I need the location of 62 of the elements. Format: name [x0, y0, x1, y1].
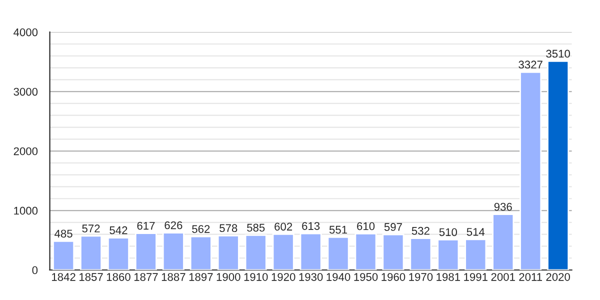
data-label: 562: [192, 225, 210, 233]
y-tick-label: 1000: [14, 206, 38, 215]
data-label: 3510: [546, 50, 570, 58]
bar: [80, 235, 102, 270]
bar: [162, 232, 184, 270]
bar: [107, 237, 130, 270]
bar: [52, 240, 75, 270]
bar: [190, 236, 212, 270]
x-tick-label: 1877: [134, 273, 158, 281]
x-tick-label: 1920: [272, 273, 296, 281]
x-tick-label: 1842: [52, 273, 76, 281]
data-label: 585: [247, 224, 265, 232]
y-tick-label: 4000: [14, 28, 38, 36]
x-tick-label: 1900: [216, 273, 240, 281]
data-label: 613: [302, 222, 320, 230]
data-label: 514: [466, 228, 485, 236]
x-tick-label: 1887: [162, 273, 186, 281]
x-tick-label: 1960: [382, 273, 406, 281]
y-tick-label: 2000: [14, 147, 38, 156]
data-label: 485: [54, 230, 72, 238]
x-tick-label: 2020: [546, 273, 570, 281]
data-label: 551: [329, 226, 347, 234]
bar: [382, 234, 404, 270]
bar: [437, 238, 460, 270]
x-tick-label: 1981: [436, 273, 460, 281]
bar: [410, 238, 432, 270]
bar: [520, 71, 542, 270]
x-tick-label: 1940: [326, 273, 350, 281]
data-label: 3327: [518, 60, 542, 69]
data-label: 597: [384, 223, 402, 231]
data-label: 532: [412, 226, 430, 235]
bar: [244, 234, 267, 270]
data-label: 572: [82, 224, 100, 232]
x-tick-label: 1950: [354, 273, 378, 281]
bar: [354, 233, 377, 270]
data-label: 602: [274, 222, 292, 231]
y-tick-label: 3000: [14, 88, 38, 96]
bar: [327, 236, 350, 270]
data-label: 936: [494, 202, 512, 211]
x-tick-label: 1991: [464, 273, 488, 281]
x-tick-label: 2011: [519, 273, 542, 281]
data-label: 617: [137, 222, 155, 230]
bar: [492, 214, 514, 270]
x-tick-label: 1860: [106, 273, 130, 281]
x-tick-label: 1897: [189, 273, 213, 281]
x-tick-label: 1970: [409, 273, 433, 281]
bar: [272, 234, 294, 270]
data-label: 542: [110, 226, 128, 234]
bar: [300, 232, 322, 270]
bar: [134, 232, 157, 270]
data-label: 610: [357, 222, 375, 230]
bar: [547, 60, 570, 270]
bar: [217, 234, 240, 270]
bar: [464, 238, 487, 270]
x-tick-label: 1910: [244, 273, 268, 281]
data-label: 578: [220, 224, 238, 232]
y-tick-label: 0: [32, 266, 38, 274]
x-tick-label: 2001: [491, 273, 515, 281]
data-label: 510: [439, 228, 458, 236]
data-label: 626: [164, 221, 182, 230]
x-tick-label: 1857: [80, 273, 103, 281]
x-tick-label: 1930: [299, 273, 323, 281]
